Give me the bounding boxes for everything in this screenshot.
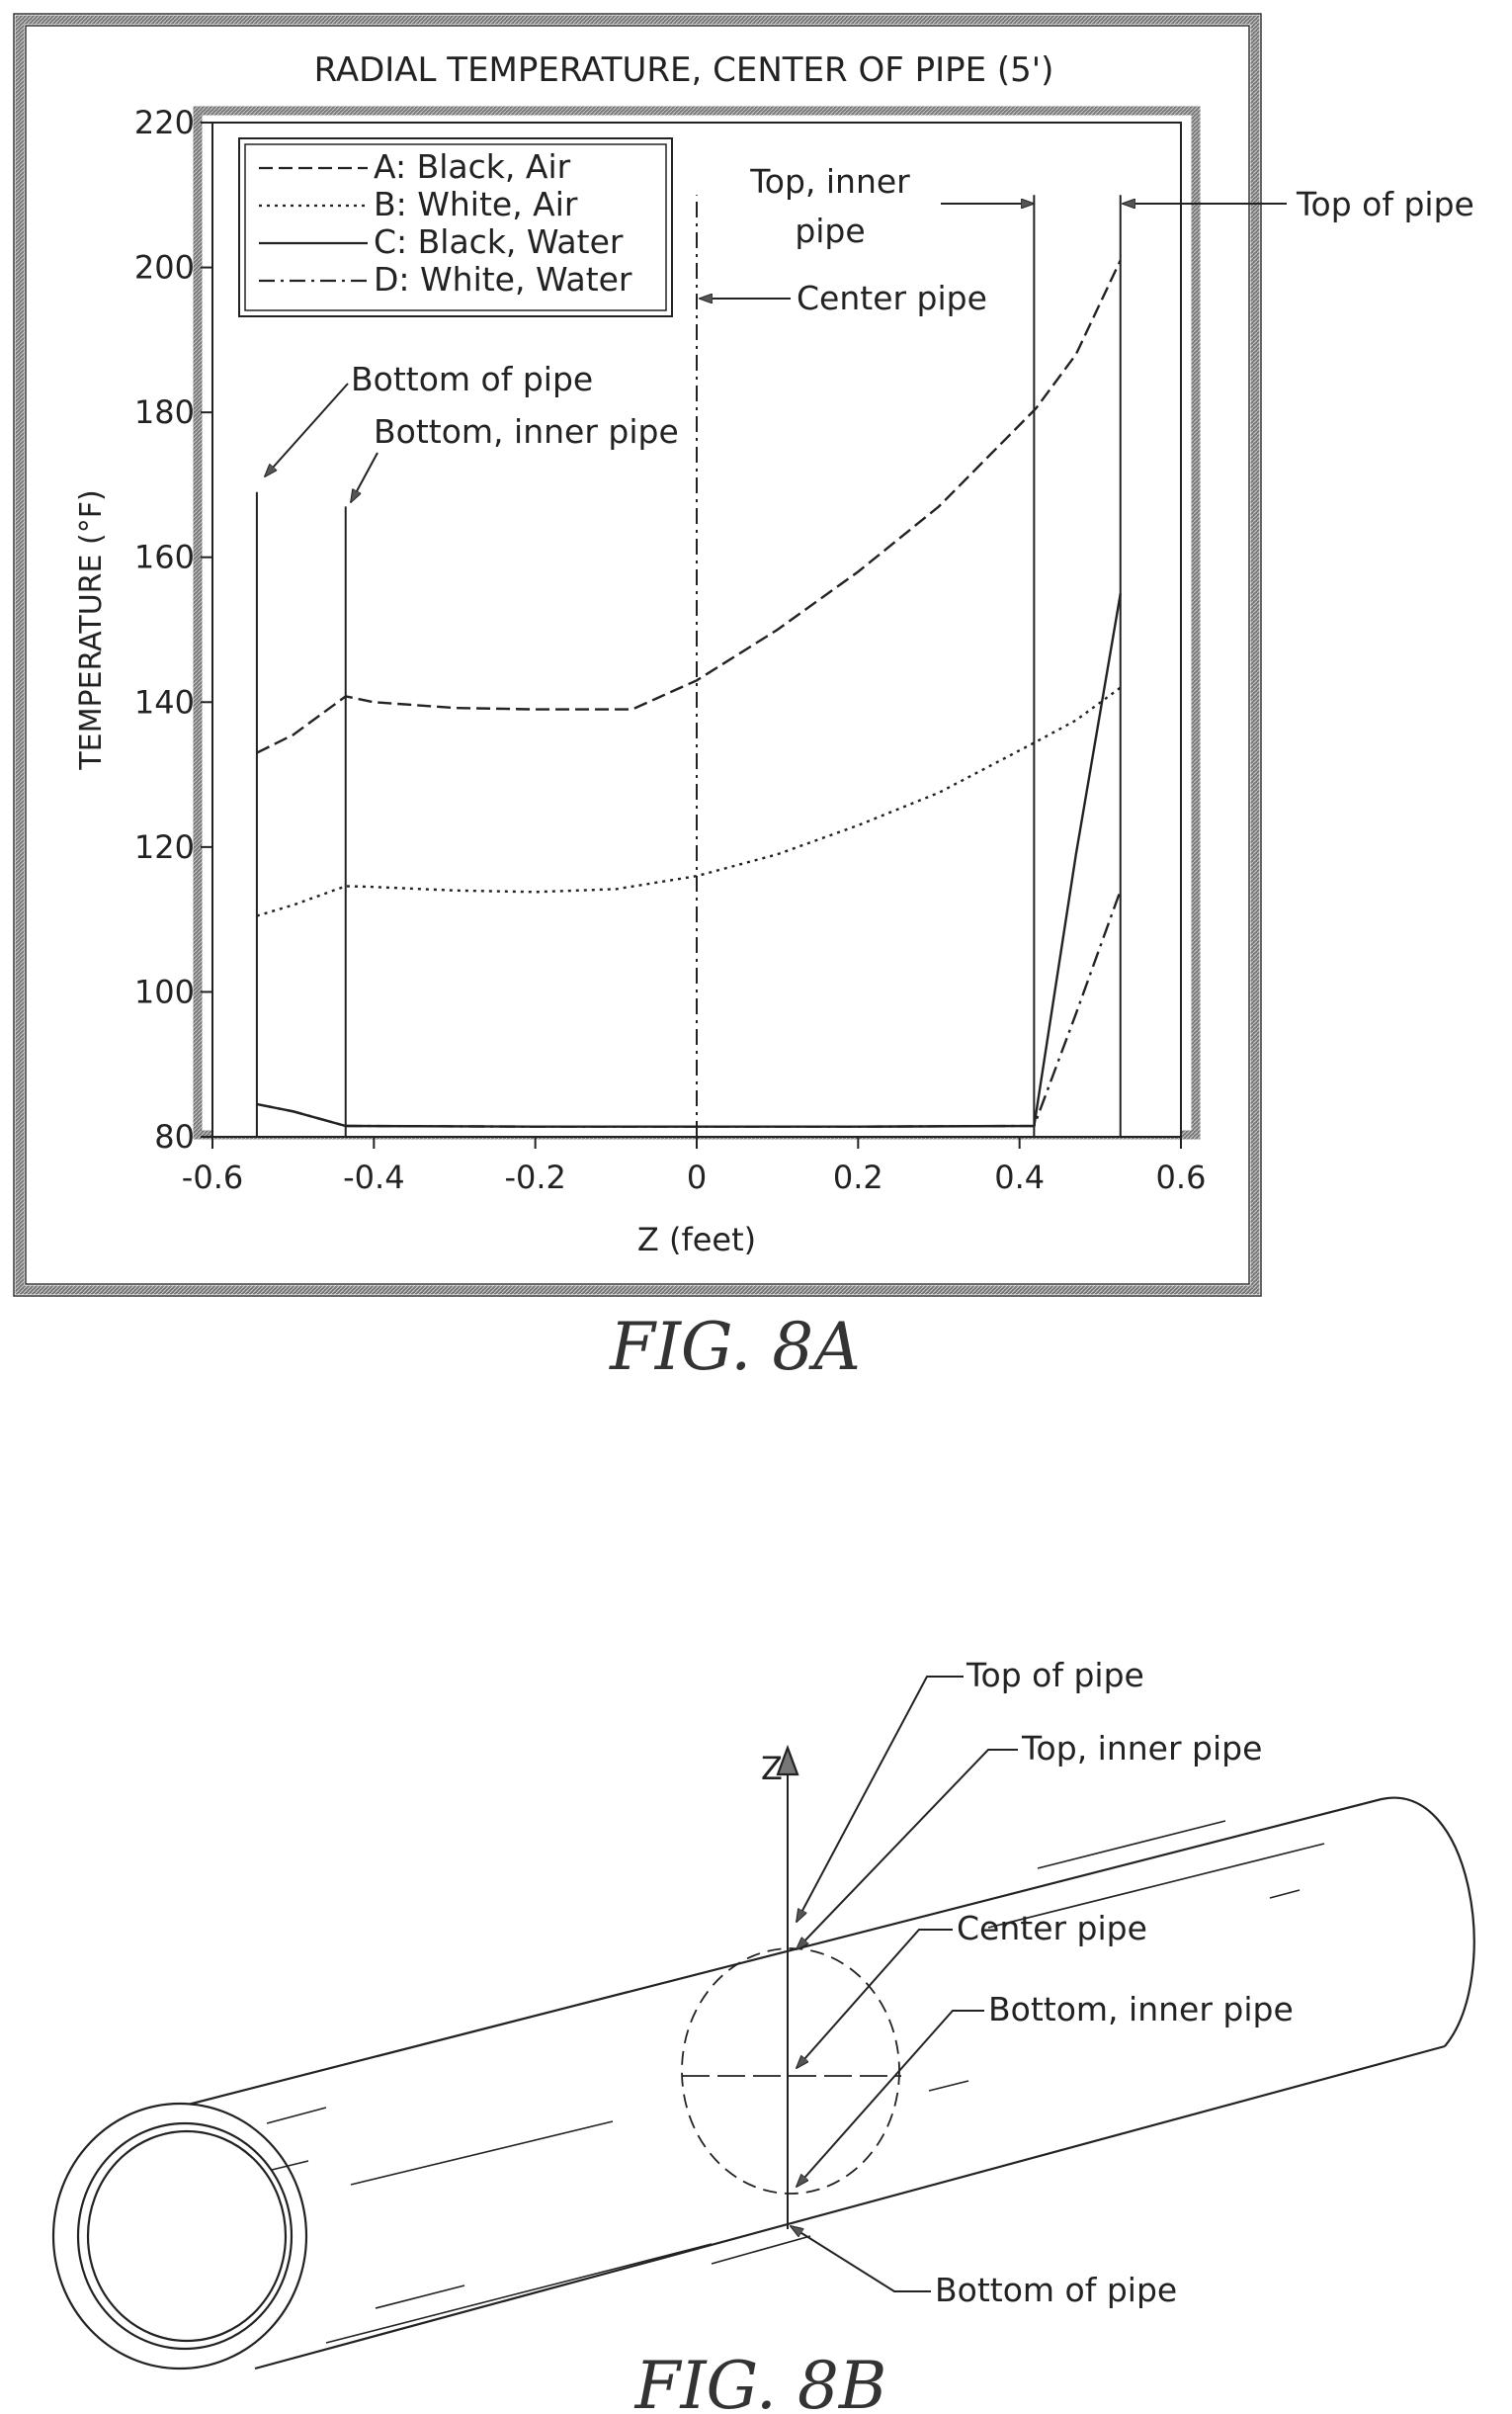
chart-title: RADIAL TEMPERATURE, CENTER OF PIPE (5'): [314, 50, 1054, 90]
label-center-pipe-arrow: [797, 1929, 953, 2068]
x-tick-label: 0.6: [1156, 1159, 1207, 1196]
caption-fig-8b: FIG. 8B: [634, 2348, 887, 2414]
data-series: [256, 259, 1122, 1128]
fig-8a: RADIAL TEMPERATURE, CENTER OF PIPE (5') …: [13, 13, 1474, 1385]
annotation-bottom-of-pipe-arrow: [265, 383, 349, 476]
pipe-near-end-outer: [51, 2102, 308, 2371]
pipe-bottom-edge: [254, 2044, 1446, 2371]
annotation-top-of-pipe: Top of pipe: [1296, 185, 1474, 223]
label-bottom-of-pipe: Bottom of pipe: [935, 2271, 1177, 2309]
pipe-near-end-inner: [76, 2121, 294, 2351]
z-axis-arrow: [776, 1744, 799, 1776]
x-tick-label: 0.2: [833, 1159, 883, 1196]
legend-label: D: White, Water: [374, 260, 632, 299]
y-tick-label: 140: [134, 683, 195, 721]
y-tick-label: 120: [134, 828, 195, 866]
outer-frame: [15, 15, 1260, 1295]
legend-label: B: White, Air: [374, 185, 578, 223]
fig-8b: [51, 1744, 1475, 2371]
z-axis-label: Z: [761, 1750, 783, 1787]
series-line-b: [256, 686, 1122, 917]
y-axis-label: TEMPERATURE (°F): [74, 489, 109, 770]
x-tick-label: 0: [687, 1159, 707, 1196]
legend-label: A: Black, Air: [374, 147, 571, 186]
annotation-top-inner-pipe-line-1: Top, inner: [749, 162, 910, 201]
caption-fig-8a: FIG. 8A: [609, 1309, 861, 1385]
annotation-center-pipe: Center pipe: [797, 279, 987, 317]
y-tick-label: 200: [134, 249, 195, 287]
label-top-of-pipe: Top of pipe: [966, 1656, 1144, 1694]
label-bottom-inner-pipe: Bottom, inner pipe: [988, 1990, 1294, 2028]
label-top-of-pipe-arrow: [797, 1676, 964, 1922]
series-line-a: [256, 259, 1122, 754]
pipe-near-end-inner-2: [86, 2129, 288, 2343]
pipe-surface-lines: [266, 1820, 1325, 2344]
label-bottom-inner-pipe-arrow: [797, 2010, 984, 2187]
label-center-pipe: Center pipe: [957, 1909, 1147, 1947]
annotation-bottom-inner-pipe: Bottom, inner pipe: [374, 412, 679, 451]
fig-8b-labels: Z Top of pipe Top, inner pipe Center pip…: [634, 1656, 1294, 2414]
x-axis: -0.6 -0.4 -0.2 0 0.2 0.4 0.6: [182, 1137, 1207, 1196]
y-tick-label: 180: [134, 393, 195, 431]
y-tick-label: 220: [134, 104, 195, 141]
x-tick-label: -0.4: [343, 1159, 404, 1196]
y-axis: 80 100 120 140 160 180 200 220: [134, 104, 212, 1156]
label-top-inner-pipe: Top, inner pipe: [1021, 1729, 1262, 1767]
y-tick-label: 160: [134, 539, 195, 576]
series-line-d: [256, 890, 1122, 1128]
center-section-circle: [681, 1947, 900, 2195]
x-tick-label: 0.4: [994, 1159, 1045, 1196]
legend-label: C: Black, Water: [374, 222, 624, 261]
x-tick-label: -0.2: [504, 1159, 565, 1196]
annotations: Bottom of pipe Bottom, inner pipe Center…: [265, 162, 1474, 502]
y-tick-label: 100: [134, 973, 195, 1010]
x-axis-label: Z (feet): [637, 1221, 756, 1258]
y-tick-label: 80: [154, 1118, 195, 1156]
annotation-bottom-of-pipe: Bottom of pipe: [351, 360, 593, 398]
label-top-inner-pipe-arrow: [797, 1749, 1018, 1949]
annotation-top-inner-pipe-line-2: pipe: [795, 212, 865, 250]
label-bottom-of-pipe-arrow: [791, 2226, 931, 2292]
annotation-bottom-inner-pipe-arrow: [351, 452, 378, 502]
reference-lines: [255, 195, 1122, 1137]
pipe-far-end: [1381, 1796, 1475, 2047]
x-tick-label: -0.6: [182, 1159, 243, 1196]
pipe-top-edge: [152, 1797, 1383, 2115]
